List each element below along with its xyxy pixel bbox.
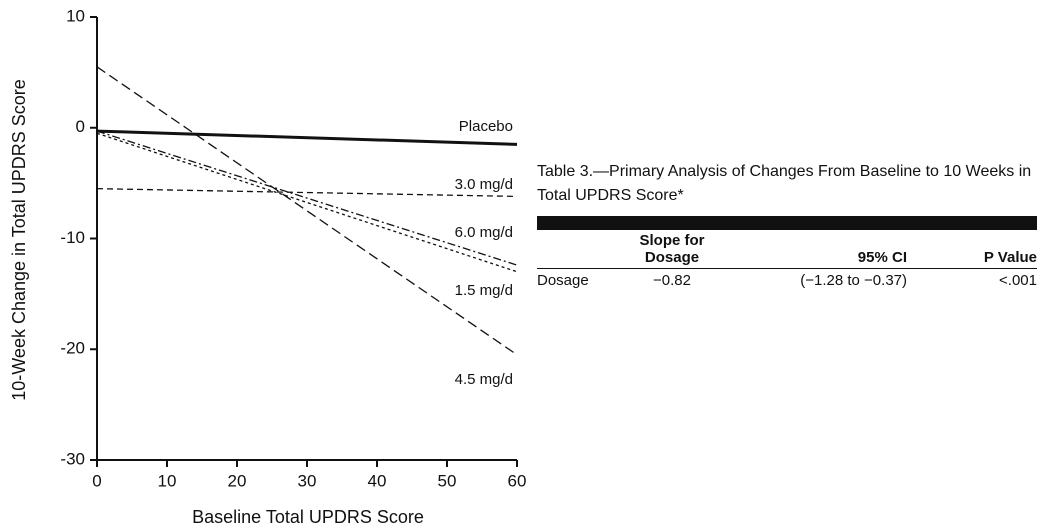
y-tick-label: -20: [60, 339, 85, 358]
header-cell: Slope for Dosage: [617, 230, 727, 269]
series-line: [97, 67, 517, 355]
header-cell: P Value: [907, 230, 1037, 269]
header-cell: 95% CI: [727, 230, 907, 269]
y-tick-label: -10: [60, 228, 85, 247]
x-tick-label: 10: [158, 471, 177, 490]
x-tick-label: 50: [438, 471, 457, 490]
y-axis-title: 10-Week Change in Total UPDRS Score: [9, 79, 29, 401]
table-title: Table 3.—Primary Analysis of Changes Fro…: [537, 160, 1037, 208]
series-label: 6.0 mg/d: [455, 224, 513, 241]
x-tick-label: 20: [228, 471, 247, 490]
series-line: [97, 133, 517, 271]
y-tick-label: 10: [66, 6, 85, 25]
chart: Baseline Total UPDRS Score 10-Week Chang…: [0, 0, 535, 532]
series-line: [97, 131, 517, 144]
x-tick-label: 60: [508, 471, 527, 490]
table: Slope for Dosage 95% CI P Value Dosage −…: [537, 230, 1037, 292]
cell: (−1.28 to −0.37): [727, 269, 907, 293]
table-rule: [537, 216, 1037, 230]
y-tick-label: 0: [76, 117, 85, 136]
cell: Dosage: [537, 269, 617, 293]
header-cell: [537, 230, 617, 269]
x-tick-label: 40: [368, 471, 387, 490]
series-label: 1.5 mg/d: [455, 282, 513, 299]
table-block: Table 3.—Primary Analysis of Changes Fro…: [537, 160, 1037, 292]
page: {"chart_data": {"type": "line", "xlabel"…: [0, 0, 1044, 532]
cell: −0.82: [617, 269, 727, 293]
x-tick-label: 0: [92, 471, 101, 490]
series-label: 4.5 mg/d: [455, 371, 513, 388]
series-label: 3.0 mg/d: [455, 176, 513, 193]
x-tick-label: 30: [298, 471, 317, 490]
series-label: Placebo: [459, 118, 513, 135]
cell: <.001: [907, 269, 1037, 293]
y-tick-label: -30: [60, 449, 85, 468]
x-axis-title: Baseline Total UPDRS Score: [192, 507, 424, 527]
series-line: [97, 131, 517, 265]
